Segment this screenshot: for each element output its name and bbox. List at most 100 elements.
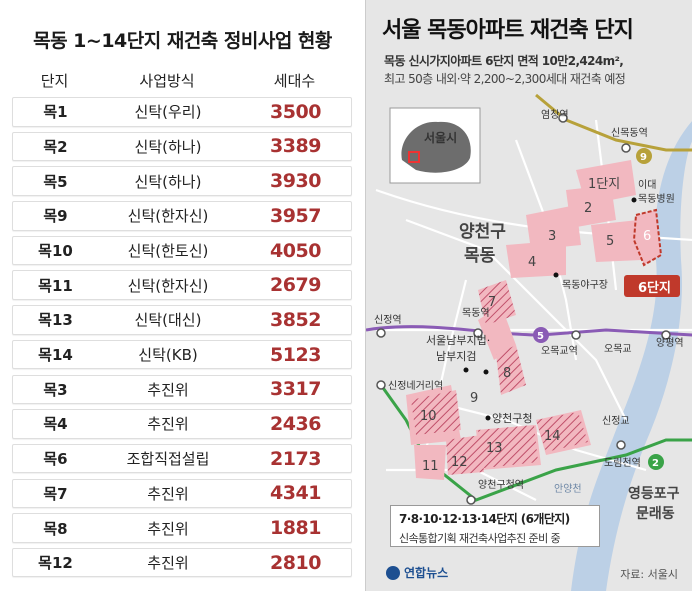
cell-households: 2679 <box>270 274 321 297</box>
complex-label-10: 10 <box>420 409 437 424</box>
line9-number: 9 <box>640 152 647 163</box>
sinjeongnegeori-station-dot <box>376 380 386 390</box>
map-subtitle-1: 목동 신시가지아파트 6단지 면적 10만2,424m², <box>384 54 624 68</box>
label-sinjeong: 신정역 <box>374 314 402 326</box>
line5-number: 5 <box>537 331 544 342</box>
redevelopment-table-panel: 목동 1~14단지 재건축 정비사업 현황 단지 사업방식 세대수 목1 신탁(우… <box>12 30 352 583</box>
omokgyo-station-dot <box>571 330 581 340</box>
cell-method: 신탁(대신) <box>134 311 202 330</box>
cell-households: 3389 <box>270 135 321 158</box>
callout-title: 7·8·10·12·13·14단지 (6개단지) <box>399 512 570 526</box>
cell-complex: 목5 <box>43 172 68 191</box>
complex-label-6: 6 <box>643 229 651 244</box>
district-yeongdeungpo: 영등포구 <box>628 485 680 502</box>
complex-6-area <box>632 208 663 267</box>
cell-complex: 목14 <box>38 346 73 365</box>
mokdong-station-dot <box>473 328 483 338</box>
label-court-1: 서울남부지법· <box>426 334 490 347</box>
complex-label-9: 9 <box>470 391 478 406</box>
stadium-dot <box>553 272 559 278</box>
complex-12-area <box>446 435 484 475</box>
table-row: 목14 신탁(KB) 5123 <box>12 339 352 370</box>
cell-complex: 목2 <box>43 137 68 156</box>
label-yangpyeong: 양평역 <box>656 337 684 349</box>
line2-number: 2 <box>652 458 659 469</box>
source-text: 자료: 서울시 <box>620 568 678 581</box>
label-yangcheongucheong: 양천구청역 <box>478 479 524 491</box>
table-row: 목3 추진위 3317 <box>12 374 352 404</box>
hospital-dot <box>631 197 637 203</box>
map-title: 서울 목동아파트 재건축 단지 <box>382 18 634 43</box>
map-subtitle-2: 최고 50층 내외·약 2,200~2,300세대 재건축 예정 <box>384 72 626 86</box>
yonhap-logo-text: 연합뉴스 <box>404 566 449 580</box>
cell-households: 5123 <box>270 343 321 366</box>
gu-office-dot <box>485 415 491 421</box>
line9-badge <box>636 148 652 164</box>
label-omokgyo: 오목교 <box>604 343 632 355</box>
table-row: 목11 신탁(한자신) 2679 <box>12 270 352 300</box>
complex-11-area <box>414 445 446 480</box>
district-yangcheon: 양천구 <box>459 222 506 242</box>
yeomchang-station-dot <box>558 113 568 123</box>
label-mokdong-station: 목동역 <box>462 307 490 319</box>
hatched-complexes <box>411 280 588 475</box>
cell-complex: 목1 <box>43 103 68 122</box>
complex-10-hatched <box>411 390 461 435</box>
cell-method: 추진위 <box>147 554 189 573</box>
cell-method: 추진위 <box>147 415 189 434</box>
callout-text: 신속통합기획 재건축사업추진 준비 중 <box>399 532 561 545</box>
complex-4-area <box>506 240 566 278</box>
cell-households: 2810 <box>270 551 321 574</box>
table-header: 단지 사업방식 세대수 <box>12 70 352 96</box>
label-court-2: 남부지검 <box>436 350 476 363</box>
complex-label-13: 13 <box>486 441 503 456</box>
table-row: 목12 추진위 2810 <box>12 547 352 578</box>
dorimcheon-station-dot <box>616 440 626 450</box>
line2-badge <box>648 454 664 470</box>
cell-method: 조합직접설립 <box>126 450 210 469</box>
landmark-dots <box>463 197 637 421</box>
cell-method: 추진위 <box>147 380 189 399</box>
cell-complex: 목11 <box>38 276 73 295</box>
label-gu-office: 양천구청 <box>492 411 532 425</box>
cell-households: 3500 <box>270 100 321 123</box>
district-mullae: 문래동 <box>636 506 675 522</box>
highlight-label: 6단지 <box>638 280 671 296</box>
mokdong-map: 서울시 양천구 목동 영등포구 문래동 6단지 염창역 신목동역 신정역 목동역… <box>366 93 692 591</box>
cell-households: 4050 <box>270 239 321 262</box>
complex-13-hatched <box>478 425 538 468</box>
cell-households: 3852 <box>270 308 321 331</box>
cell-complex: 목13 <box>38 311 73 330</box>
table-row: 목1 신탁(우리) 3500 <box>12 97 352 127</box>
label-dorimcheon: 도림천역 <box>604 457 641 469</box>
yonhap-logo-icon <box>386 565 400 580</box>
label-sinjeonggyo: 신정교 <box>602 415 630 427</box>
complex-label-7: 7 <box>488 295 496 310</box>
cell-method: 신탁(KB) <box>138 346 198 365</box>
label-sinjeongnegeori: 신정네거리역 <box>388 380 443 392</box>
cell-households: 3930 <box>270 170 321 193</box>
cell-households: 2173 <box>270 447 321 470</box>
line5-badge <box>533 327 549 343</box>
cell-method: 신탁(한자신) <box>127 276 209 295</box>
line9-route <box>535 93 692 152</box>
complex-label-14: 14 <box>544 429 561 444</box>
label-sinmokdong: 신목동역 <box>611 127 648 139</box>
yangpyeong-station-dot <box>661 330 671 340</box>
yonhap-logo: 연합뉴스 <box>386 564 448 581</box>
cell-complex: 목3 <box>43 380 68 399</box>
cell-households: 3957 <box>270 204 321 227</box>
complex-3-area <box>526 205 581 250</box>
label-ewha-1: 이대 <box>638 179 656 191</box>
map-panel: 서울시 양천구 목동 영등포구 문래동 6단지 염창역 신목동역 신정역 목동역… <box>365 0 692 591</box>
cell-complex: 목9 <box>43 207 68 226</box>
cell-complex: 목4 <box>43 415 68 434</box>
complex-2-area <box>566 185 616 228</box>
sinjeong-station-dot <box>376 328 386 338</box>
label-omokgyo-station: 오목교역 <box>541 345 578 357</box>
seoul-inset-marker <box>408 151 420 163</box>
table-body: 목1 신탁(우리) 3500 목2 신탁(하나) 3389 목5 신탁(하나) 3930 목9 신탁… <box>12 97 352 583</box>
cell-households: 3317 <box>270 378 321 401</box>
cell-method: 추진위 <box>147 519 189 538</box>
cell-households: 1881 <box>270 517 321 539</box>
